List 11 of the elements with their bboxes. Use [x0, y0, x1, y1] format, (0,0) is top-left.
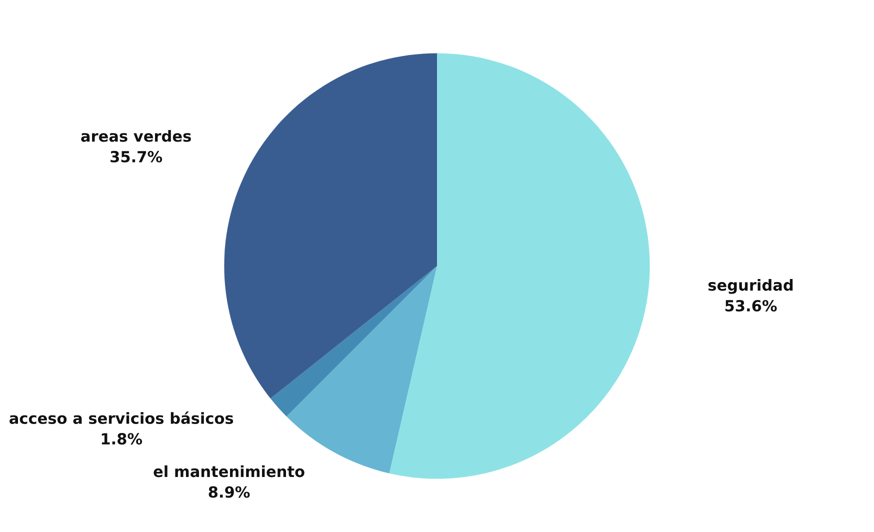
slice-label: areas verdes: [81, 130, 191, 142]
slice-label: acceso a servicios básicos: [10, 412, 234, 424]
data-label: 53.6%: [725, 300, 777, 312]
data-label: 1.8%: [102, 433, 142, 445]
slice-label: el mantenimiento: [154, 465, 304, 478]
pie-slice: [224, 53, 437, 399]
data-label: 8.9%: [208, 486, 250, 498]
data-label: 35.7%: [110, 150, 162, 162]
pie-slice: [389, 53, 650, 479]
pie-slice: [270, 266, 437, 416]
slice-label: seguridad: [708, 278, 793, 294]
